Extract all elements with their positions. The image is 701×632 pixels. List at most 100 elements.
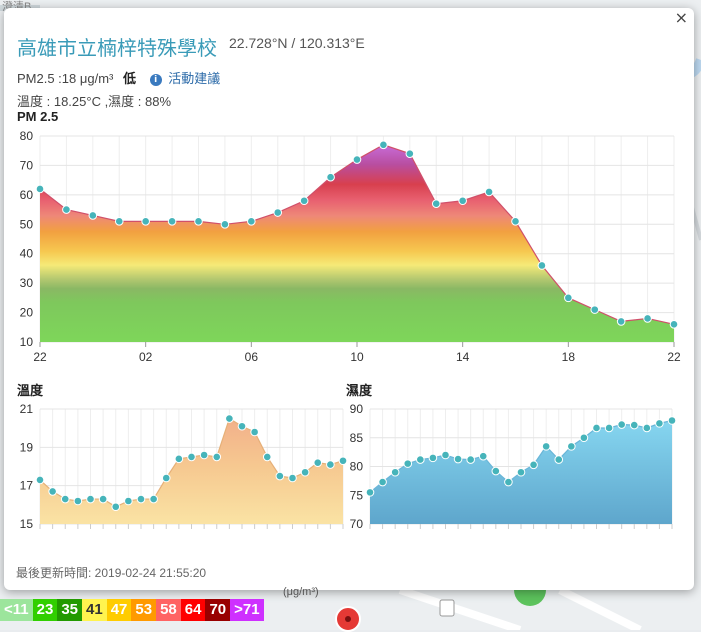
pm-x-tick-label: 10 bbox=[350, 350, 364, 364]
pm-x-tick-label: 22 bbox=[667, 350, 681, 364]
temp-data-point bbox=[326, 460, 335, 469]
pm-y-tick-label: 40 bbox=[20, 247, 34, 261]
humid-data-point bbox=[416, 455, 425, 464]
pm-data-point bbox=[167, 217, 177, 226]
activity-advice-link[interactable]: 活動建議 bbox=[168, 71, 221, 86]
legend-unit: (μg/m³) bbox=[283, 586, 319, 598]
pm-data-point bbox=[35, 184, 45, 194]
humid-data-point bbox=[629, 420, 639, 430]
pm-data-point bbox=[247, 217, 256, 226]
weather-summary: 溫度 : 18.25°C ,濕度 : 88% bbox=[17, 94, 172, 109]
temp-data-point bbox=[199, 450, 209, 460]
pm-chart-title: PM 2.5 bbox=[17, 109, 59, 124]
humid-data-point bbox=[491, 466, 501, 476]
pm-data-point bbox=[299, 196, 309, 206]
temp-data-point bbox=[149, 494, 158, 504]
pm-data-point bbox=[141, 217, 150, 226]
humid-y-tick-label: 85 bbox=[350, 431, 364, 445]
temp-data-point bbox=[212, 452, 222, 462]
pm-y-tick-label: 60 bbox=[20, 188, 34, 202]
humid-data-point bbox=[466, 455, 475, 464]
legend-cell: >71 bbox=[230, 599, 264, 621]
pm-chart-axis: 10 20 30 40 50 60 70 80 22 02 06 10 14 18 22 bbox=[20, 129, 681, 364]
humid-data-point bbox=[428, 453, 438, 463]
pm-data-point bbox=[405, 149, 415, 158]
humid-data-point bbox=[667, 416, 677, 425]
pm-data-point bbox=[590, 305, 600, 314]
temp-y-tick-label: 15 bbox=[20, 517, 34, 531]
humid-data-point bbox=[655, 419, 664, 428]
humid-data-point bbox=[567, 442, 576, 451]
pm-data-point bbox=[431, 199, 441, 208]
temp-data-point bbox=[60, 494, 70, 504]
humid-data-point bbox=[604, 423, 614, 433]
temp-chart-area bbox=[35, 414, 348, 524]
pm-y-tick-label: 10 bbox=[20, 335, 34, 349]
pm-x-tick-label: 18 bbox=[562, 350, 576, 364]
humid-data-point bbox=[453, 454, 463, 464]
pm-data-point bbox=[564, 293, 573, 303]
pm-value-text: PM2.5 :18 μg/m³ bbox=[17, 71, 114, 86]
temp-data-point bbox=[124, 496, 133, 506]
temp-data-point bbox=[98, 494, 108, 504]
pm-data-point bbox=[484, 187, 494, 197]
pm-data-point bbox=[62, 205, 71, 214]
temp-y-tick-label: 19 bbox=[20, 440, 34, 454]
temp-data-point bbox=[174, 454, 184, 464]
humid-data-point bbox=[390, 467, 400, 477]
temp-y-tick-label: 21 bbox=[20, 402, 34, 416]
humid-y-tick-label: 90 bbox=[350, 402, 364, 416]
humid-chart-title: 濕度 bbox=[346, 383, 373, 398]
station-popup: × 高雄市立楠梓特殊學校 22.728°N / 120.313°E PM2.5 … bbox=[4, 8, 694, 590]
humid-data-point bbox=[529, 460, 538, 470]
temp-data-point bbox=[35, 475, 45, 485]
temp-area-fill bbox=[40, 418, 343, 524]
legend-cell: 47 bbox=[106, 599, 132, 621]
legend-cell: 70 bbox=[205, 599, 231, 621]
pm-data-point bbox=[511, 217, 520, 226]
station-coordinates: 22.728°N / 120.313°E bbox=[229, 35, 365, 51]
pm-y-tick-label: 20 bbox=[20, 306, 34, 320]
temp-y-tick-label: 17 bbox=[20, 479, 34, 493]
temp-data-point bbox=[225, 414, 234, 423]
info-icon[interactable]: i bbox=[149, 74, 162, 86]
temp-data-point bbox=[262, 452, 272, 462]
pm-data-point bbox=[194, 217, 203, 226]
pm-data-point bbox=[458, 196, 467, 206]
temp-data-point bbox=[288, 473, 297, 483]
pm-data-point bbox=[273, 208, 283, 217]
legend-cell: 64 bbox=[180, 599, 206, 621]
pm-chart-area bbox=[35, 140, 679, 342]
temp-data-point bbox=[161, 473, 171, 483]
pm-y-tick-label: 50 bbox=[20, 217, 34, 231]
humid-y-tick-label: 80 bbox=[350, 460, 364, 474]
humid-data-point bbox=[478, 451, 488, 461]
humid-data-point bbox=[441, 450, 450, 460]
temp-chart-title: 溫度 bbox=[17, 383, 44, 398]
humid-data-point bbox=[554, 455, 564, 464]
pm-data-point bbox=[220, 219, 230, 229]
temp-data-point bbox=[187, 452, 196, 462]
humid-y-tick-label: 70 bbox=[350, 517, 364, 531]
temp-data-point bbox=[300, 467, 310, 477]
pm-x-tick-label: 14 bbox=[456, 350, 470, 364]
pm-y-tick-label: 70 bbox=[20, 158, 34, 172]
pm-data-point bbox=[114, 217, 124, 226]
close-button[interactable]: × bbox=[674, 8, 688, 27]
temp-data-point bbox=[250, 427, 259, 437]
pm-data-point bbox=[616, 317, 626, 326]
temp-data-point bbox=[275, 471, 285, 481]
pm-summary: PM2.5 :18 μg/m³ 低 i 活動建議 bbox=[17, 68, 220, 87]
pm-x-tick-label: 06 bbox=[245, 350, 259, 364]
pm-data-point bbox=[669, 320, 679, 329]
temp-data-point bbox=[338, 456, 348, 466]
pm-x-tick-label: 22 bbox=[33, 350, 47, 364]
pm-y-tick-label: 80 bbox=[20, 129, 34, 143]
pm-level-text: 低 bbox=[122, 71, 136, 86]
legend-cell: 53 bbox=[131, 599, 157, 621]
humid-data-point bbox=[579, 433, 589, 443]
station-marker-pin[interactable] bbox=[335, 606, 361, 632]
temp-data-point bbox=[73, 496, 83, 506]
temp-data-point bbox=[48, 487, 57, 496]
